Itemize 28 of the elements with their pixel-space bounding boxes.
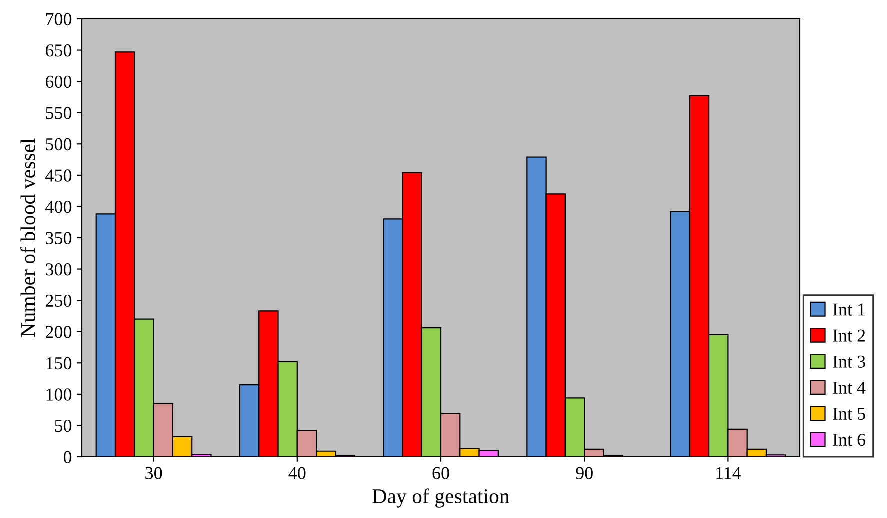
y-tick-label: 650 <box>46 44 72 57</box>
x-tick-label: 30 <box>146 467 162 480</box>
x-axis-title: Day of gestation <box>372 488 510 508</box>
legend-label: Int 5 <box>833 408 866 420</box>
y-tick-label: 150 <box>46 357 72 370</box>
y-axis-title: Number of blood vessel <box>20 138 36 338</box>
y-tick-label: 550 <box>46 107 72 120</box>
y-tick-label: 500 <box>46 138 72 151</box>
legend-label: Int 4 <box>833 382 866 394</box>
y-tick-label: 600 <box>46 76 72 88</box>
y-tick-label: 400 <box>46 200 72 214</box>
y-tick-label: 300 <box>46 264 72 276</box>
legend-label: Int 1 <box>833 304 865 316</box>
legend-label: Int 3 <box>833 356 866 368</box>
legend-label: Int 2 <box>833 330 866 342</box>
legend-label: Int 6 <box>833 434 866 446</box>
x-tick-label: 60 <box>432 467 450 480</box>
x-tick-label: 114 <box>716 467 742 480</box>
y-tick-label: 450 <box>46 170 72 182</box>
x-tick-label: 40 <box>288 467 306 480</box>
y-tick-label: 50 <box>55 420 72 432</box>
y-tick-label: 700 <box>46 13 72 26</box>
y-tick-label: 200 <box>46 326 72 338</box>
y-tick-label: 0 <box>64 451 72 464</box>
y-tick-label: 100 <box>46 388 72 401</box>
y-tick-label: 250 <box>46 294 72 308</box>
x-tick-label: 90 <box>576 467 593 480</box>
y-tick-label: 350 <box>46 232 72 244</box>
